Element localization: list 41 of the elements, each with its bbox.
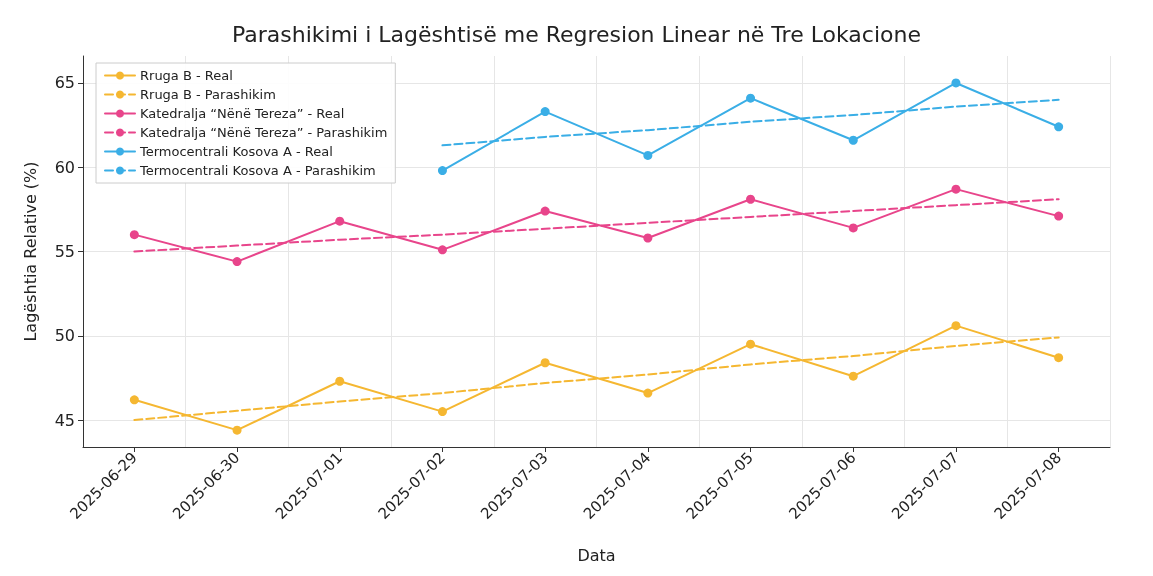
point <box>848 371 858 381</box>
point <box>437 407 447 417</box>
point <box>643 388 653 398</box>
legend-label: Katedralja “Nënë Tereza” - Parashikim <box>140 125 388 140</box>
legend-label: Termocentrali Kosova A - Real <box>139 144 333 159</box>
point <box>1054 211 1064 221</box>
point <box>540 107 550 117</box>
point <box>746 93 756 103</box>
y-tick-label: 60 <box>54 157 75 177</box>
legend-label: Rruga B - Parashikim <box>140 87 276 102</box>
chart-title: Parashikimi i Lagështisë me Regresion Linear në Tre Lokacione <box>232 21 921 47</box>
point <box>951 321 961 331</box>
y-tick-label: 65 <box>54 73 75 93</box>
point <box>437 166 447 176</box>
point <box>437 245 447 255</box>
legend-label: Katedralja “Nënë Tereza” - Real <box>140 106 345 121</box>
point <box>951 184 961 194</box>
legend-label: Rruga B - Real <box>140 68 233 83</box>
point <box>1054 122 1064 132</box>
y-axis-title: Lagështia Relative (%) <box>20 161 40 342</box>
point <box>951 78 961 88</box>
point <box>232 257 242 267</box>
point <box>335 216 345 226</box>
point <box>848 135 858 145</box>
point <box>848 223 858 233</box>
point <box>1054 353 1064 363</box>
point <box>643 150 653 160</box>
point <box>232 425 242 435</box>
point <box>129 395 139 405</box>
legend-label: Termocentrali Kosova A - Parashikim <box>139 163 376 178</box>
point <box>540 358 550 368</box>
x-axis-title: Data <box>577 545 616 565</box>
point <box>643 233 653 243</box>
y-tick-label: 45 <box>54 410 75 430</box>
point <box>129 230 139 240</box>
point <box>746 339 756 349</box>
y-tick-label: 50 <box>54 326 75 346</box>
point <box>540 206 550 216</box>
point <box>746 194 756 204</box>
point <box>335 376 345 386</box>
y-tick-label: 55 <box>54 242 75 261</box>
